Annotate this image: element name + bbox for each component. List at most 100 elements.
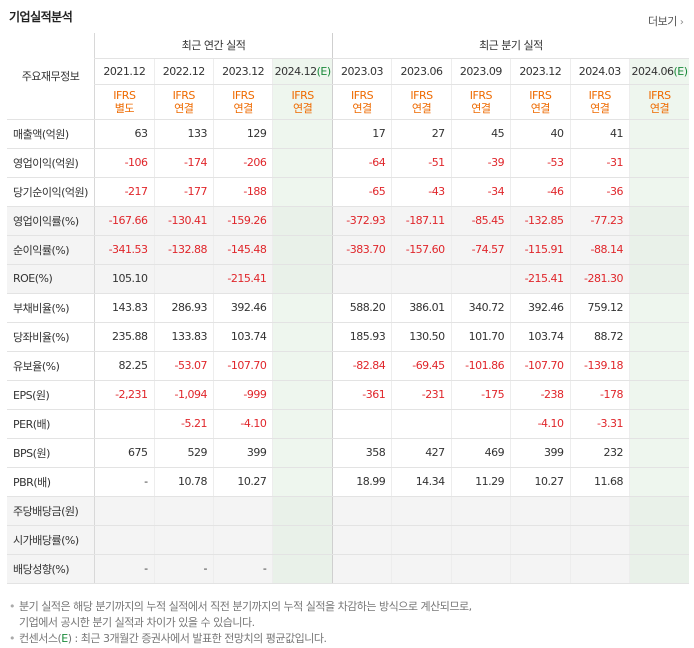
row-label: 주당배당금(원) xyxy=(7,495,95,526)
table-cell: -145.48 xyxy=(212,235,273,265)
table-cell: -43 xyxy=(391,177,452,207)
table-cell: -34 xyxy=(450,177,511,207)
footnote-2: • 컨센서스(E) : 최근 3개월간 증권사에서 발표한 전망치의 평균값입니다… xyxy=(9,632,327,645)
period-label: 2022.12 xyxy=(162,64,206,78)
table-cell xyxy=(628,409,689,439)
standard-line-2: 연결 xyxy=(292,101,313,115)
table-cell: -132.85 xyxy=(510,205,571,236)
accounting-standard: IFRS 연결 xyxy=(391,84,452,120)
table-cell: 143.83 xyxy=(94,292,155,323)
row-label: 영업이익(억원) xyxy=(7,148,95,178)
table-cell: 101.70 xyxy=(450,322,511,352)
standard-line-2: 연결 xyxy=(471,101,491,115)
table-cell xyxy=(272,525,333,555)
table-cell: -167.66 xyxy=(94,205,155,236)
table-cell xyxy=(628,322,689,352)
table-cell: -53 xyxy=(510,148,571,178)
table-cell xyxy=(628,467,689,497)
table-cell xyxy=(569,554,630,584)
table-cell: -31 xyxy=(569,148,630,178)
table-cell: -82.84 xyxy=(331,351,392,381)
period-label: 2023.06 xyxy=(400,64,443,78)
row-label: BPS(원) xyxy=(7,438,95,468)
table-cell: -217 xyxy=(94,177,155,207)
table-cell: 392.46 xyxy=(212,292,273,323)
table-row: 부채비율(%) 143.83 286.93 392.46 588.20 386.01 340… xyxy=(7,292,689,323)
table-cell xyxy=(450,409,511,439)
table-cell xyxy=(153,525,214,555)
table-cell xyxy=(212,495,273,526)
row-label: 당기순이익(억원) xyxy=(7,177,95,207)
table-cell xyxy=(391,495,452,526)
footnotes: • 분기 실적은 해당 분기까지의 누적 실적에서 직전 분기까지의 누적 실적을… xyxy=(9,599,689,647)
table-cell: 103.74 xyxy=(212,322,273,352)
standard-line-2: 연결 xyxy=(530,101,551,115)
period-label: 2024.12 xyxy=(274,64,318,78)
table-cell: 105.10 xyxy=(94,264,155,294)
table-cell: -85.45 xyxy=(450,205,511,236)
row-label: 영업이익률(%) xyxy=(7,205,95,236)
table-cell: -5.21 xyxy=(153,409,214,439)
table-cell: 235.88 xyxy=(94,322,155,352)
table-cell: 17 xyxy=(331,118,392,149)
label-column-header: 주요재무정보 xyxy=(7,33,95,120)
table-row: 순이익률(%) -341.53 -132.88 -145.48 -383.70 -157.… xyxy=(7,235,689,265)
table-cell xyxy=(450,525,511,555)
table-cell: 14.34 xyxy=(391,467,452,497)
table-cell: -130.41 xyxy=(153,205,214,236)
table-cell xyxy=(272,351,333,381)
accounting-standard: IFRS 연결 xyxy=(628,84,689,120)
table-cell: -178 xyxy=(569,379,630,410)
table-cell xyxy=(628,118,689,149)
table-cell xyxy=(272,495,333,526)
table-cell: 10.78 xyxy=(153,467,214,497)
table-row: PER(배) -5.21 -4.10 -4.10 -3.31 xyxy=(7,409,689,439)
table-cell: 759.12 xyxy=(569,292,630,323)
chevron-right-icon: › xyxy=(679,17,684,28)
table-cell xyxy=(272,205,333,236)
table-cell xyxy=(569,495,630,526)
accounting-standard: IFRS 연결 xyxy=(153,84,214,120)
table-cell xyxy=(628,177,689,207)
period-label: 2023.09 xyxy=(459,64,503,78)
table-cell: -159.26 xyxy=(212,205,273,236)
period-header: 2023.12 xyxy=(510,58,571,85)
table-cell: 63 xyxy=(94,118,155,149)
table-cell: -187.11 xyxy=(391,205,452,236)
table-cell: 27 xyxy=(391,118,452,149)
table-cell: -101.86 xyxy=(450,351,511,381)
table-cell: 340.72 xyxy=(450,292,511,323)
table-cell: -341.53 xyxy=(94,235,155,265)
table-cell xyxy=(153,495,214,526)
more-link[interactable]: 더보기 › xyxy=(648,13,684,29)
table-cell: 103.74 xyxy=(510,322,571,352)
table-cell: -3.31 xyxy=(569,409,630,439)
standard-line-2: 연결 xyxy=(590,101,610,115)
period-label: 2024.06 xyxy=(631,64,674,78)
row-label: 부채비율(%) xyxy=(7,292,95,323)
table-cell xyxy=(628,148,689,178)
standard-line-1: IFRS xyxy=(291,88,315,102)
table-cell: 45 xyxy=(450,118,511,149)
row-label: 순이익률(%) xyxy=(7,235,95,265)
more-label: 더보기 xyxy=(648,15,677,28)
table-cell: 130.50 xyxy=(391,322,452,352)
table-cell: 399 xyxy=(212,438,273,468)
standard-line-2: 별도 xyxy=(114,101,135,115)
table-cell xyxy=(272,148,333,178)
period-header: 2023.06 xyxy=(391,58,452,85)
table-cell xyxy=(510,495,571,526)
table-cell: 88.72 xyxy=(569,322,630,352)
table-cell xyxy=(628,351,689,381)
table-cell xyxy=(272,177,333,207)
accounting-standard: IFRS 연결 xyxy=(510,84,571,120)
table-cell: 286.93 xyxy=(153,292,214,323)
standard-line-1: IFRS xyxy=(469,88,493,102)
table-cell: -4.10 xyxy=(212,409,273,439)
period-header: 2023.03 xyxy=(331,58,392,85)
group-header-quarter: 최근 분기 실적 xyxy=(331,33,689,59)
table-cell xyxy=(510,525,571,555)
table-row: EPS(원) -2,231 -1,094 -999 -361 -231 -175 -238 -1… xyxy=(7,379,689,410)
table-cell: - xyxy=(153,554,214,584)
estimate-mark: (E) xyxy=(673,64,688,78)
